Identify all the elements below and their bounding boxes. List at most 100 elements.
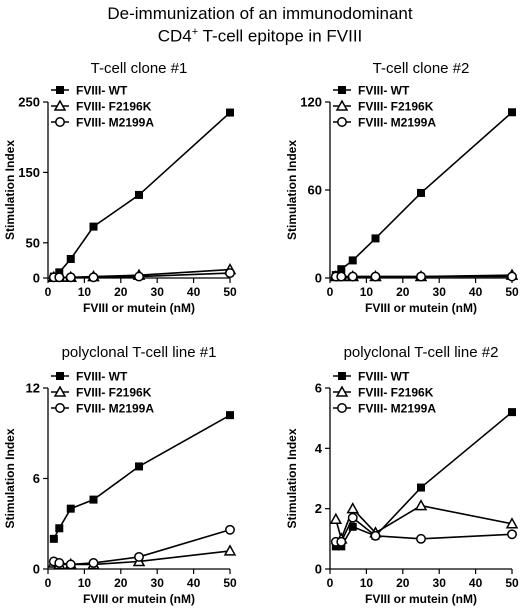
- data-point: [336, 271, 347, 282]
- data-point: [347, 512, 358, 523]
- series-line: [53, 414, 231, 540]
- y-tick-label: 0: [33, 562, 40, 577]
- x-tick-label: 20: [396, 576, 410, 590]
- data-point: [507, 529, 517, 540]
- legend-marker: [53, 99, 67, 111]
- x-tick-label: 20: [396, 285, 410, 299]
- panel-title: polyclonal T-cell line #1: [62, 344, 217, 361]
- data-point: [134, 271, 144, 282]
- y-tick-label: 250: [18, 95, 40, 110]
- data-point: [223, 544, 237, 556]
- data-point: [134, 551, 144, 562]
- x-tick-label: 50: [505, 285, 519, 299]
- y-tick-label: 120: [300, 95, 322, 110]
- data-point: [414, 499, 428, 511]
- x-tick-label: 0: [45, 285, 52, 299]
- data-point: [135, 462, 143, 471]
- y-tick-label: 50: [26, 235, 40, 250]
- data-point: [416, 271, 426, 282]
- data-point: [65, 559, 76, 570]
- x-tick-label: 30: [151, 576, 165, 590]
- data-point: [66, 254, 75, 263]
- chart-panel-3: polyclonal T-cell line #1 0 6 12 0 10 20 30 40 50…: [3, 344, 237, 606]
- data-point: [336, 536, 347, 547]
- data-point: [54, 272, 65, 283]
- x-tick-label: 30: [433, 285, 447, 299]
- legend-marker: [55, 117, 65, 127]
- y-tick-label: 0: [33, 271, 40, 286]
- y-tick-label: 12: [26, 381, 40, 396]
- y-axis-label: Stimulation Index: [285, 140, 299, 240]
- subtitle-superscript: +: [191, 26, 199, 38]
- x-tick-label: 30: [151, 285, 165, 299]
- legend-marker: [337, 117, 347, 127]
- data-point: [416, 533, 426, 544]
- x-tick-label: 10: [78, 285, 92, 299]
- legend-marker: [338, 372, 346, 380]
- series-line: [335, 504, 513, 542]
- y-tick-label: 6: [33, 471, 40, 486]
- data-point: [89, 495, 98, 504]
- x-tick-label: 0: [45, 576, 52, 590]
- x-tick-label: 50: [223, 285, 237, 299]
- data-point: [135, 190, 143, 199]
- data-point: [370, 271, 381, 282]
- y-axis-label: Stimulation Index: [285, 428, 299, 528]
- x-tick-label: 40: [187, 576, 201, 590]
- legend-marker: [56, 372, 64, 380]
- data-point: [508, 408, 516, 417]
- legend-marker: [337, 403, 347, 413]
- x-tick-label: 10: [78, 576, 92, 590]
- x-tick-label: 30: [433, 576, 447, 590]
- panel-title: polyclonal T-cell line #2: [344, 344, 499, 361]
- data-point: [505, 517, 519, 529]
- data-point: [225, 524, 235, 535]
- legend-label: FVIII- F2196K: [358, 386, 434, 400]
- legend-marker: [55, 403, 65, 413]
- data-point: [88, 272, 99, 283]
- x-tick-label: 50: [505, 576, 519, 590]
- data-point: [329, 512, 343, 524]
- legend-label: FVIII- M2199A: [358, 402, 436, 416]
- x-axis-label: FVIII or mutein (nM): [365, 592, 477, 606]
- x-tick-label: 10: [360, 285, 374, 299]
- legend-label: FVIII- WT: [76, 370, 128, 384]
- x-tick-label: 10: [360, 576, 374, 590]
- subtitle-rest: T-cell epitope in FVIII: [198, 26, 363, 46]
- y-axis-label: Stimulation Index: [3, 140, 17, 240]
- data-point: [348, 256, 357, 265]
- data-point: [417, 483, 425, 492]
- chart-panel-1: T-cell clone #1 0 50 150 250 0 10 20 30 40 50 FVIII…: [3, 60, 237, 315]
- data-point: [55, 524, 64, 533]
- legend-label: FVIII- M2199A: [76, 402, 154, 416]
- y-tick-label: 4: [315, 441, 323, 456]
- figure-subtitle: CD4+ T-cell epitope in FVIII: [0, 26, 520, 47]
- legend-marker: [335, 385, 349, 397]
- legend-label: FVIII- F2196K: [76, 100, 152, 114]
- data-point: [346, 502, 360, 514]
- data-point: [226, 411, 234, 420]
- chart-panel-4: polyclonal T-cell line #2 0 2 4 6 0 10 20 30 40 50…: [285, 344, 519, 606]
- data-point: [88, 558, 99, 568]
- legend-label: FVIII- M2199A: [76, 116, 154, 130]
- x-tick-label: 20: [114, 576, 128, 590]
- data-point: [371, 234, 380, 243]
- x-tick-label: 40: [469, 285, 483, 299]
- y-tick-label: 0: [315, 562, 322, 577]
- legend-label: FVIII- F2196K: [76, 386, 152, 400]
- x-tick-label: 50: [223, 576, 237, 590]
- legend-label: FVIII- WT: [358, 84, 410, 98]
- data-point: [417, 188, 425, 197]
- data-point: [66, 504, 75, 513]
- legend-marker: [56, 86, 64, 94]
- data-point: [54, 558, 65, 568]
- data-point: [65, 272, 76, 283]
- data-point: [226, 108, 234, 117]
- y-axis-label: Stimulation Index: [3, 428, 17, 528]
- data-point: [507, 271, 517, 282]
- x-tick-label: 40: [187, 285, 201, 299]
- panel-title: T-cell clone #2: [373, 60, 470, 77]
- x-axis-label: FVIII or mutein (nM): [83, 592, 195, 606]
- x-tick-label: 0: [327, 576, 334, 590]
